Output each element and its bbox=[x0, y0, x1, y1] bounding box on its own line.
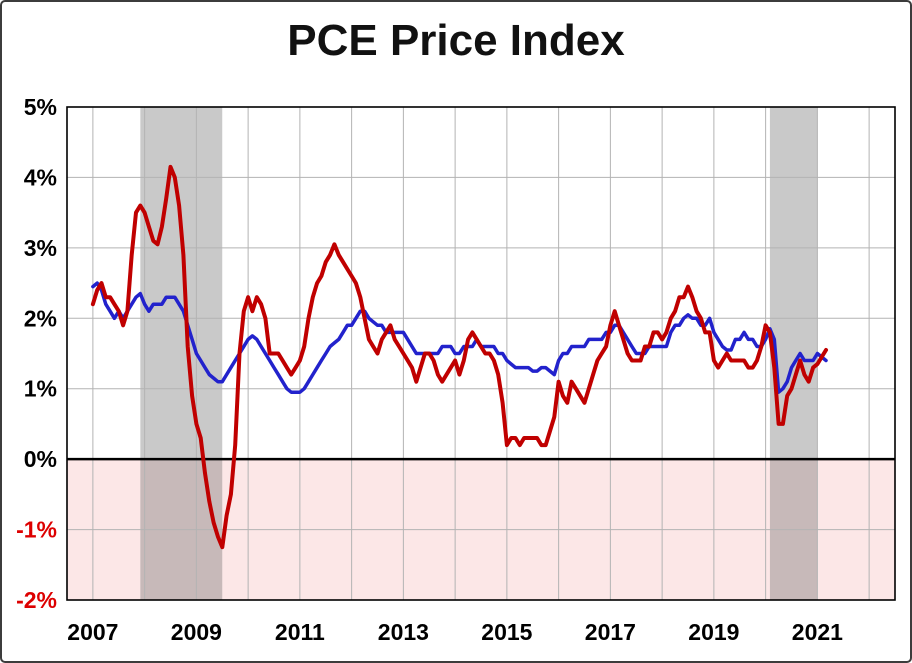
x-tick-label: 2011 bbox=[275, 619, 325, 645]
chart-title: PCE Price Index bbox=[287, 16, 625, 65]
series-red-line bbox=[90, 164, 828, 550]
y-tick-label: 0% bbox=[24, 446, 57, 472]
y-tick-label: -2% bbox=[16, 587, 57, 613]
x-tick-label: 2015 bbox=[481, 619, 532, 645]
x-tick-label: 2021 bbox=[792, 619, 843, 645]
x-tick-label: 2019 bbox=[688, 619, 739, 645]
x-tick-label: 2017 bbox=[585, 619, 636, 645]
y-tick-label: -1% bbox=[16, 517, 57, 543]
recession-band bbox=[769, 107, 818, 600]
x-tick-label: 2013 bbox=[378, 619, 429, 645]
y-tick-label: 5% bbox=[24, 94, 57, 120]
y-tick-label: 4% bbox=[24, 164, 57, 190]
y-tick-label: 2% bbox=[24, 305, 57, 331]
x-tick-label: 2009 bbox=[171, 619, 222, 645]
plot-border bbox=[66, 106, 896, 601]
y-tick-label: 3% bbox=[24, 235, 57, 261]
x-tick-label: 2007 bbox=[67, 619, 118, 645]
recession-band bbox=[140, 107, 223, 600]
y-tick-label: 1% bbox=[24, 376, 57, 402]
